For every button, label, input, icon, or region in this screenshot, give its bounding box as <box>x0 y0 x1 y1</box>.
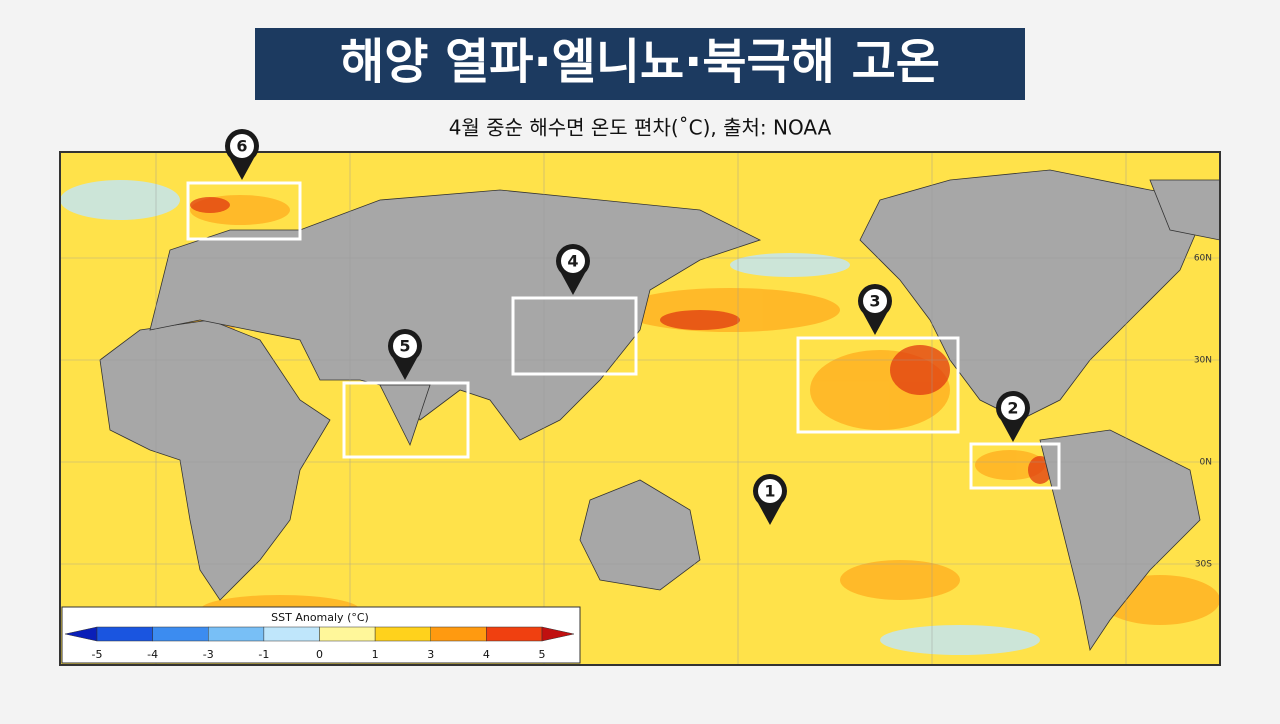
colorbar-tick-label: 4 <box>483 648 490 661</box>
colorbar-swatch <box>374 626 431 642</box>
colorbar-tick-label: 5 <box>539 648 546 661</box>
legend-title: SST Anomaly (°C) <box>271 611 369 624</box>
marker-ring <box>758 479 782 503</box>
colorbar-swatch <box>263 626 320 642</box>
colorbar-tick-label: -3 <box>203 648 214 661</box>
colorbar-tick-label: 0 <box>316 648 323 661</box>
title-box <box>255 28 1025 100</box>
lat-label: 30S <box>1195 560 1212 570</box>
colorbar-swatch <box>319 626 376 642</box>
lat-label: 30N <box>1194 356 1212 366</box>
colorbar-tick-label: 3 <box>427 648 434 661</box>
marker-ring <box>393 334 417 358</box>
highlight-boxes <box>186 181 1061 490</box>
colorbar-tick-label: 1 <box>372 648 379 661</box>
title: 해양 열파·엘니뇨·북극해 고온 <box>340 34 940 90</box>
colorbar-tick-label: -5 <box>92 648 103 661</box>
marker-label: 3 <box>869 292 880 311</box>
marker-label: 1 <box>764 482 775 501</box>
marker-ring <box>863 289 887 313</box>
colorbar-swatch <box>208 626 265 642</box>
graticule <box>60 152 1220 665</box>
lat-label: 0N <box>1200 458 1212 468</box>
colorbar-swatch <box>96 626 153 642</box>
colorbar-arrow <box>541 626 575 642</box>
marker-label: 2 <box>1007 399 1018 418</box>
colorbar-swatch <box>486 626 543 642</box>
land <box>99 169 1220 652</box>
subtitle: 4월 중순 해수면 온도 편차(˚C), 출처: NOAA <box>449 116 832 140</box>
marker-ring <box>561 249 585 273</box>
colorbar-swatch <box>430 626 487 642</box>
map-frame <box>59 151 1221 666</box>
marker-label: 5 <box>399 337 410 356</box>
colorbar-tick-label: -1 <box>258 648 269 661</box>
marker-label: 6 <box>236 137 247 156</box>
marker-label: 4 <box>567 252 578 271</box>
marker-ring <box>230 134 254 158</box>
colorbar-tick-label: -4 <box>147 648 158 661</box>
map <box>59 151 1221 666</box>
lat-label: 60N <box>1194 254 1212 264</box>
colorbar-swatch <box>152 626 209 642</box>
marker-ring <box>1001 396 1025 420</box>
